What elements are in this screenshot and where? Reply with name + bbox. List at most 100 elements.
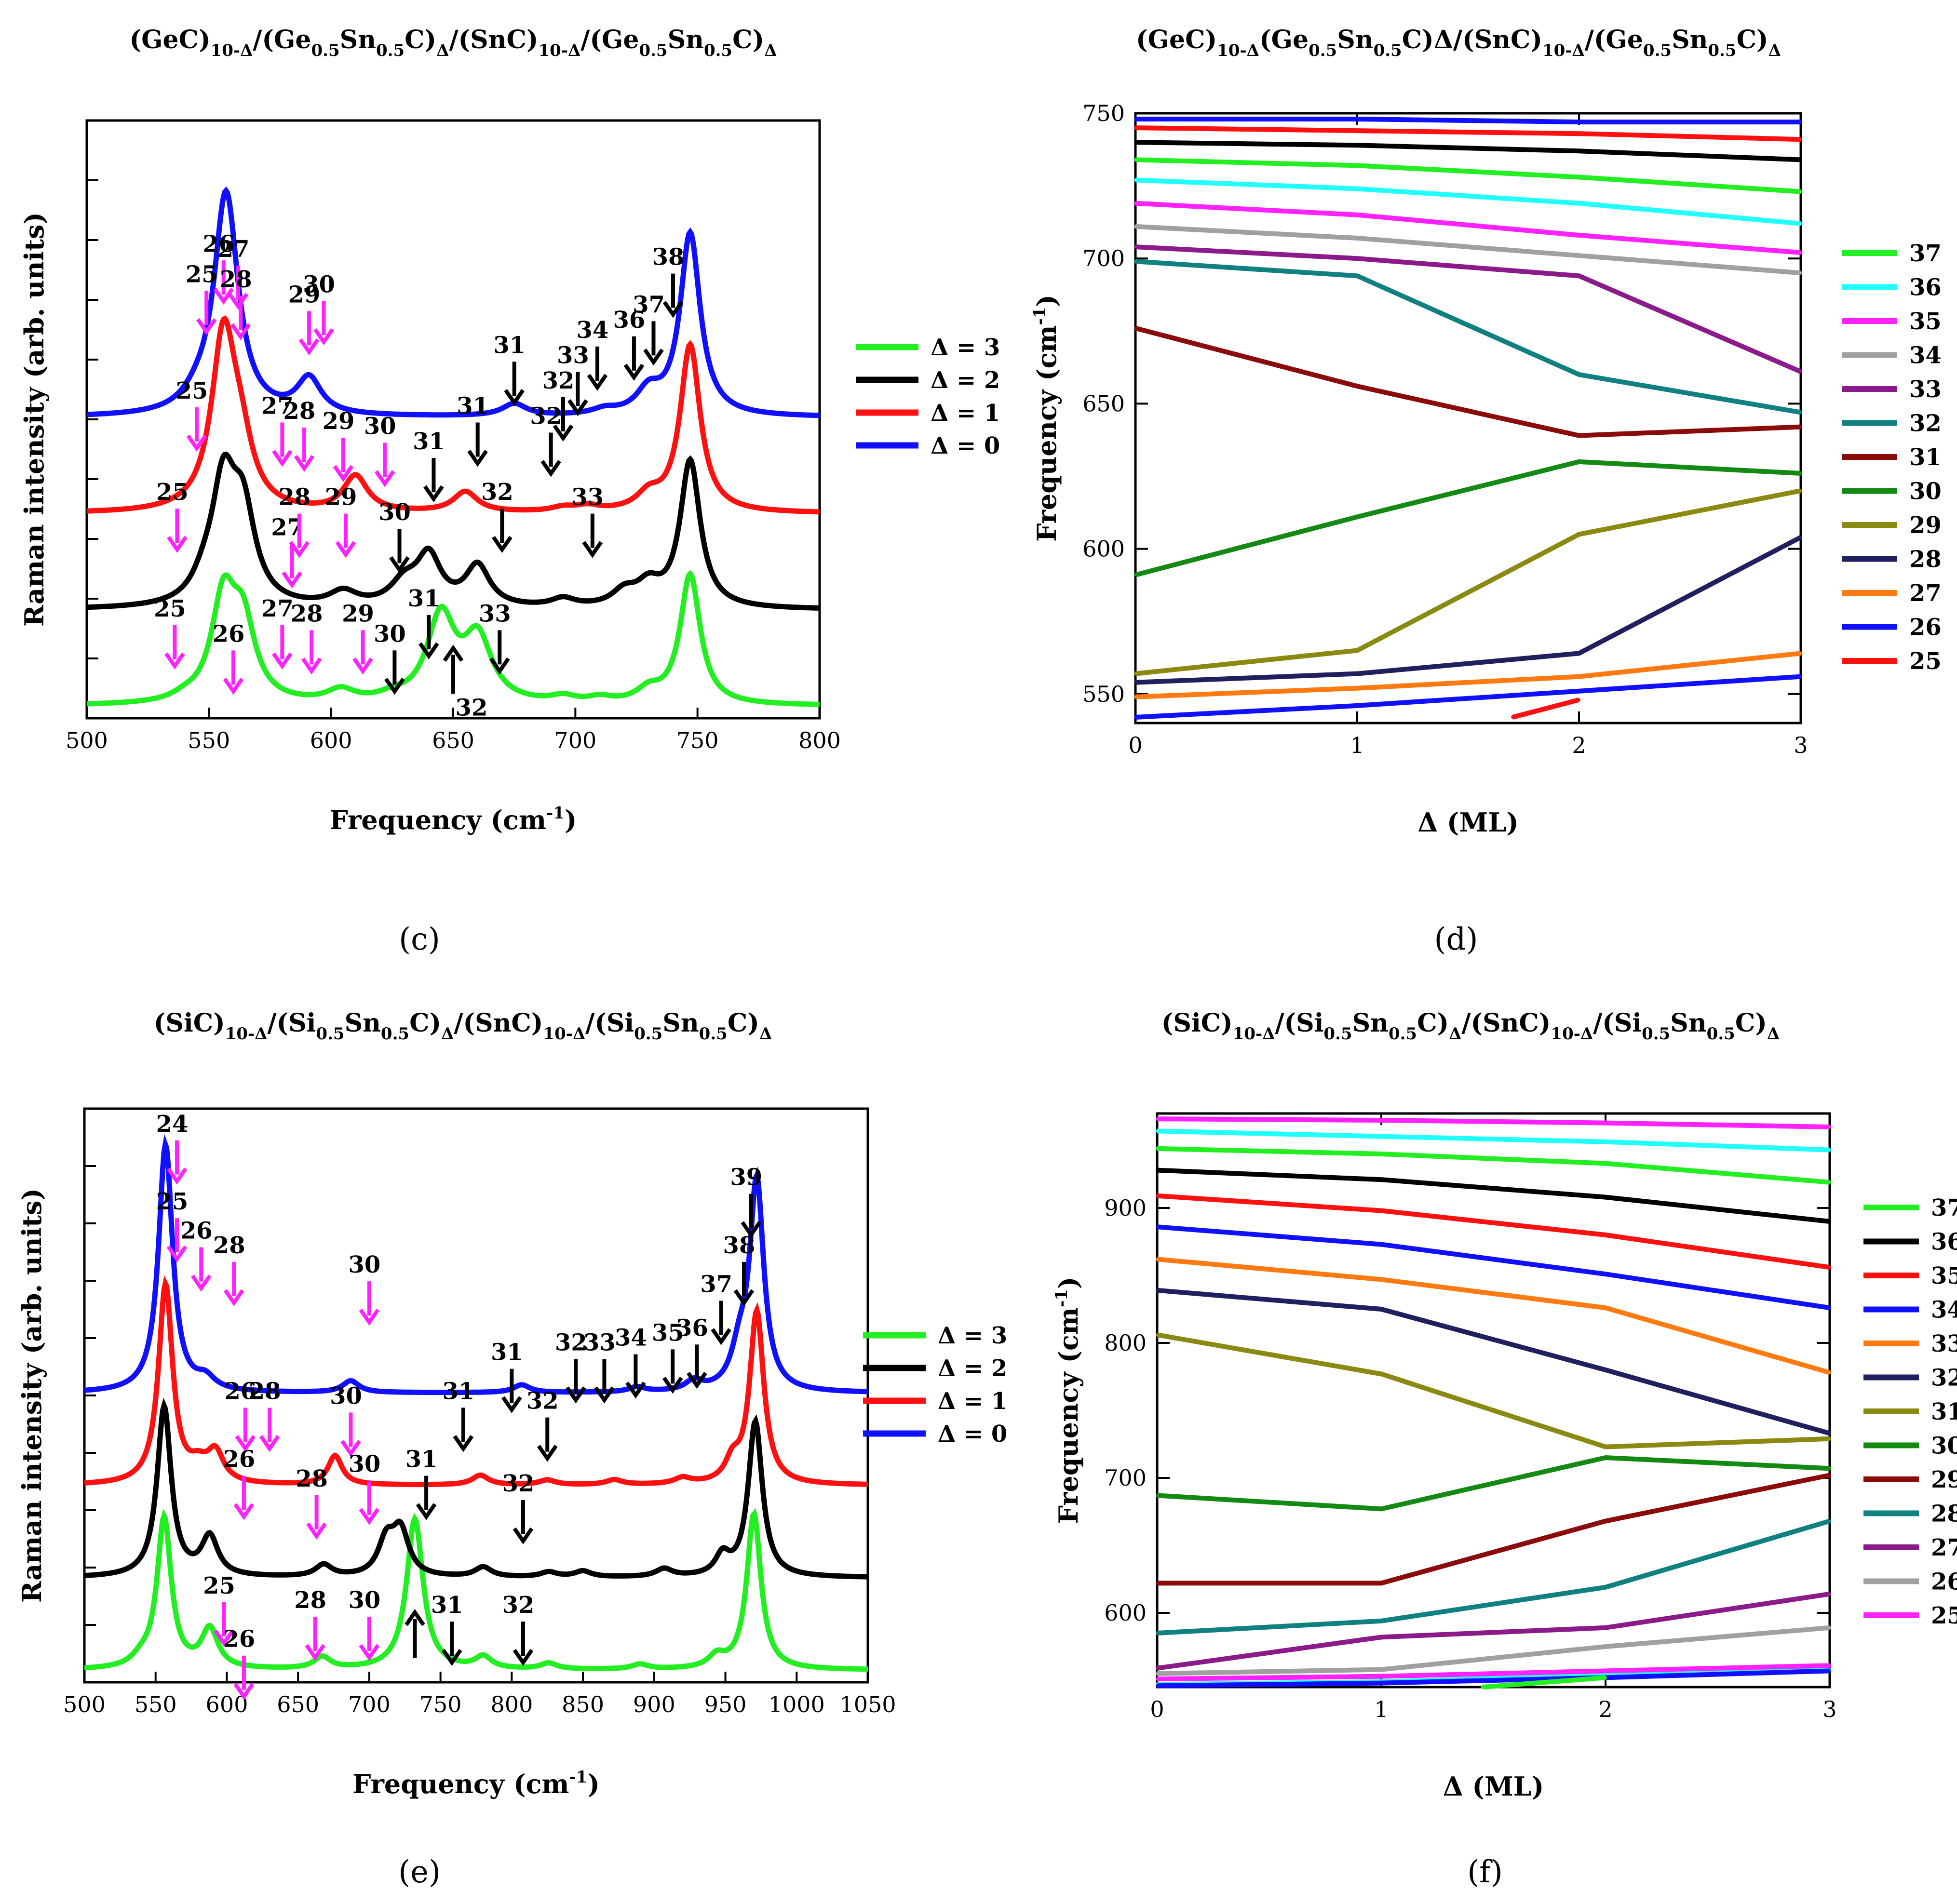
spectrum-3 [84,1134,868,1395]
annot-label-25: 26 [223,1626,256,1653]
legend-label-25: 25 [1909,648,1942,675]
mode-line-31 [1134,325,1801,438]
annot-arrow-29-head [513,1649,534,1666]
annot-arrow-3-head [230,323,251,340]
title-part: Frequency (cm [1031,325,1062,541]
title-c: (GeC)10-Δ/(Ge0.5Sn0.5C)Δ/(SnC)10-Δ/(Ge0.… [130,25,777,60]
annot-label-19: 31 [457,393,489,420]
y-tick-label: 700 [1104,1465,1147,1491]
title-part: Δ [764,41,777,60]
annot-arrow-1-head [166,1245,188,1263]
annot-label-1: 25 [156,1188,189,1215]
annot-arrow-0-head [213,287,234,305]
title-part: Δ [441,1024,454,1044]
title-part: 10-Δ [1233,1024,1275,1044]
x-tick-label: 2 [1598,1696,1612,1722]
y-tick-label: 650 [1082,390,1125,416]
extra-line-4 [1482,1675,1606,1689]
annot-arrow-17-head [453,1435,474,1452]
mode-line-35-point-3 [1828,1266,1831,1269]
annot-label-12: 32 [542,367,575,394]
mode-line-34-point-0 [1156,1225,1159,1229]
legend-label-37: 37 [1909,240,1942,267]
mode-line-31-point-2 [1604,1445,1607,1448]
x-tick-label: 550 [135,1691,177,1717]
extra-line-1-point-1 [1380,1135,1383,1138]
mode-line-33 [1157,1257,1831,1375]
annot-arrow-10-head [662,301,684,318]
legend-label-34: 34 [1931,1297,1957,1324]
annot-label-15: 28 [283,398,316,425]
annot-label-30: 27 [261,595,294,622]
mode-line-29-point-3 [1799,489,1802,493]
panel-label-c: (c) [399,922,440,957]
annot-label-8: 34 [615,1324,647,1351]
annot-arrow-18-head [537,1445,558,1462]
mode-line-36-point-0 [1156,1168,1159,1172]
annot-label-18: 31 [413,428,445,455]
mode-line-28-point-1 [1356,672,1359,675]
title-part: 10-Δ [1551,1024,1593,1044]
y-axis-label: Raman intensity (arb. units) [19,212,50,627]
mode-line-35-point-0 [1156,1194,1159,1197]
mode-line-30-point-0 [1156,1494,1159,1497]
x-tick-label: 1 [1350,732,1364,758]
x-tick-label: 750 [419,1691,462,1717]
title-part: 0.5 [316,1024,344,1044]
spectrum-2 [86,315,820,515]
y-tick-label: 900 [1104,1195,1147,1221]
x-tick-label: 700 [348,1691,391,1717]
mode-line-25-point-0 [1511,715,1514,719]
title-part: /(SnC) [449,25,539,54]
annot-arrow-18-head [423,485,444,503]
extra-line-3 [1157,1668,1830,1689]
legend-label-3: Δ = 0 [931,432,1000,459]
mode-line-28 [1157,1518,1831,1636]
title-part: /(Si [585,1008,634,1038]
spectrum-0 [84,1508,868,1672]
mode-line-34-point-1 [1380,1243,1383,1246]
y-tick-label: 700 [1082,245,1125,271]
panel-f: 0 1 2 3 600 700 800 900 Δ (ML) Frequency (cm-1) 37… [1052,1112,1957,1802]
title-part: 0.5 [1374,41,1402,60]
extra-line-2 [1135,140,1801,162]
legend-label-27: 27 [1931,1534,1957,1561]
x-tick-label: 1050 [839,1691,896,1717]
annot-arrow-16-head [333,465,354,483]
mode-line-35-point-2 [1578,234,1580,237]
mode-line-34-point-1 [1356,237,1359,240]
extra-line-0-point-1 [1380,1119,1383,1122]
annot-label-9: 37 [633,291,665,318]
x-tick-label: 850 [562,1691,604,1717]
x-tick-label: 3 [1794,732,1808,758]
title-part: Δ [1449,1024,1461,1044]
mode-line-31 [1157,1332,1830,1449]
title-part: Sn [662,1008,699,1038]
mode-line-26-point-3 [1799,675,1802,678]
y-axis-label: Raman intensity (arb. units) [16,1188,47,1603]
mode-line-33-point-0 [1134,245,1137,249]
mode-line-29-point-0 [1134,672,1137,675]
mode-line-34-point-2 [1604,1273,1607,1276]
extra-line-0 [1135,117,1801,125]
mode-line-28-point-0 [1134,681,1137,684]
annot-arrow-24-head [335,541,356,558]
mode-line-35 [1157,1193,1830,1270]
annot-label-6: 31 [493,332,526,359]
legend-label-31: 31 [1909,444,1942,471]
mode-line-28 [1135,535,1802,685]
mode-line-32-point-0 [1156,1288,1159,1292]
x-tick-label: 3 [1822,1696,1836,1722]
legend-label-2: Δ = 1 [931,400,1000,427]
extra-line-2-point-2 [1578,149,1580,153]
mode-line-33-point-1 [1380,1278,1383,1281]
mode-line-31-point-3 [1828,1437,1831,1440]
annot-label-18: 32 [526,1388,559,1415]
mode-line-37-point-3 [1828,1180,1831,1184]
mode-line-36-point-3 [1828,1220,1831,1223]
legend-label-27: 27 [1909,580,1942,607]
mode-line-36-point-1 [1356,187,1359,190]
y-axis-label-sup: -1 [1052,1289,1071,1307]
mode-line-31-point-0 [1156,1333,1159,1337]
mode-line-25-point-1 [1578,698,1580,701]
